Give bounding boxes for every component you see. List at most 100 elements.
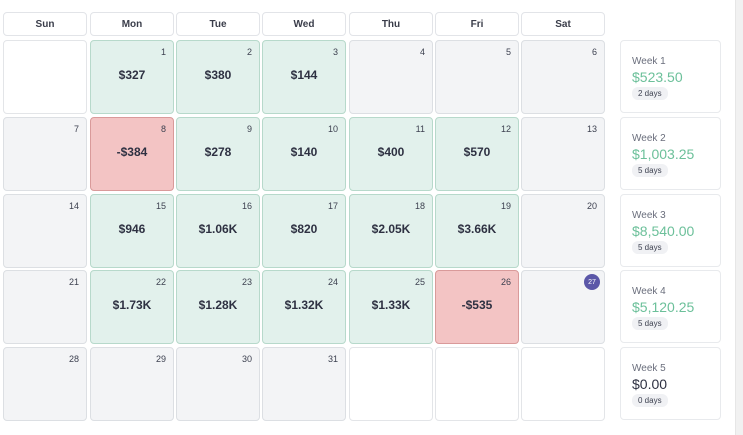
day-number: 11 [415,124,425,134]
day-number: 2 [246,47,252,57]
day-number: 13 [586,124,597,134]
weekday-header: Tue [176,12,260,36]
scrollbar[interactable] [735,0,743,435]
day-cell[interactable]: 1 $327 [90,40,174,114]
day-cell[interactable]: 18 $2.05K [349,194,433,268]
day-cell[interactable]: 6 [521,40,605,114]
day-number: 8 [160,124,166,134]
day-cell[interactable]: 7 [3,117,87,191]
day-number: 22 [155,277,166,287]
day-cell[interactable]: 28 [3,347,87,421]
day-cell[interactable]: 14 [3,194,87,268]
day-cell[interactable]: 17 $820 [262,194,346,268]
week-total: $523.50 [632,69,683,85]
week-total: $8,540.00 [632,223,695,239]
day-number: 30 [241,354,252,364]
day-cell[interactable]: 12 $570 [435,117,519,191]
day-amount: $327 [118,68,146,82]
day-cell[interactable]: 4 [349,40,433,114]
weekday-header: Fri [435,12,519,36]
day-number: 5 [505,47,511,57]
day-cell [349,347,433,421]
day-cell[interactable]: 31 [262,347,346,421]
day-number: 24 [327,277,338,287]
day-number: 16 [241,201,252,211]
week-summary-card: Week 5 $0.00 0 days [620,347,721,420]
day-number: 6 [591,47,597,57]
day-number: 29 [155,354,166,364]
day-cell[interactable]: 26 -$535 [435,270,519,344]
day-number: 21 [68,277,79,287]
day-number: 3 [332,47,338,57]
day-cell[interactable]: 16 $1.06K [176,194,260,268]
day-number: 14 [68,201,79,211]
day-amount: $820 [290,222,318,236]
week-label: Week 5 [632,363,666,374]
day-number: 26 [500,277,511,287]
day-amount: $144 [290,68,318,82]
day-number: 17 [327,201,338,211]
day-cell[interactable]: 15 $946 [90,194,174,268]
day-amount: $570 [463,145,491,159]
week-summary-card: Week 3 $8,540.00 5 days [620,194,721,267]
day-amount: -$384 [116,145,148,159]
day-cell[interactable]: 13 [521,117,605,191]
day-amount: $1.73K [112,298,152,312]
day-cell[interactable]: 23 $1.28K [176,270,260,344]
day-cell[interactable]: 24 $1.32K [262,270,346,344]
day-amount: $140 [290,145,318,159]
weekday-header: Sat [521,12,605,36]
day-amount: $2.05K [371,222,411,236]
day-number: 20 [586,201,597,211]
day-number: 28 [68,354,79,364]
day-amount: $1.06K [198,222,238,236]
day-cell[interactable]: 10 $140 [262,117,346,191]
day-cell[interactable]: 27 [521,270,605,344]
day-cell [521,347,605,421]
day-number: 19 [500,201,511,211]
day-amount: -$535 [461,298,493,312]
week-summary-card: Week 4 $5,120.25 5 days [620,270,721,343]
day-cell[interactable]: 29 [90,347,174,421]
day-cell[interactable]: 3 $144 [262,40,346,114]
day-cell[interactable]: 2 $380 [176,40,260,114]
day-number: 31 [327,354,338,364]
day-cell[interactable]: 19 $3.66K [435,194,519,268]
day-cell [435,347,519,421]
week-label: Week 4 [632,286,666,297]
day-number: 12 [500,124,511,134]
day-cell[interactable]: 11 $400 [349,117,433,191]
day-cell[interactable]: 5 [435,40,519,114]
day-cell[interactable]: 20 [521,194,605,268]
day-amount: $400 [377,145,405,159]
days-badge: 2 days [632,87,668,100]
week-total: $0.00 [632,376,668,392]
week-label: Week 1 [632,56,666,67]
day-cell[interactable]: 8 -$384 [90,117,174,191]
week-total: $1,003.25 [632,146,695,162]
days-badge: 5 days [632,164,668,177]
day-amount: $1.28K [198,298,238,312]
days-badge: 5 days [632,317,668,330]
days-badge: 0 days [632,394,668,407]
day-number: 10 [327,124,338,134]
days-badge: 5 days [632,241,668,254]
day-number: 9 [246,124,252,134]
day-number: 1 [160,47,166,57]
weekday-header: Thu [349,12,433,36]
week-label: Week 3 [632,210,666,221]
day-amount: $3.66K [457,222,497,236]
day-cell[interactable]: 22 $1.73K [90,270,174,344]
day-cell[interactable]: 30 [176,347,260,421]
day-cell[interactable]: 25 $1.33K [349,270,433,344]
day-amount: $946 [118,222,146,236]
week-total: $5,120.25 [632,299,695,315]
day-cell[interactable]: 21 [3,270,87,344]
weekday-header: Sun [3,12,87,36]
day-number: 7 [73,124,79,134]
today-badge: 27 [584,274,600,290]
weekday-header: Wed [262,12,346,36]
day-amount: $380 [204,68,232,82]
day-cell [3,40,87,114]
day-cell[interactable]: 9 $278 [176,117,260,191]
